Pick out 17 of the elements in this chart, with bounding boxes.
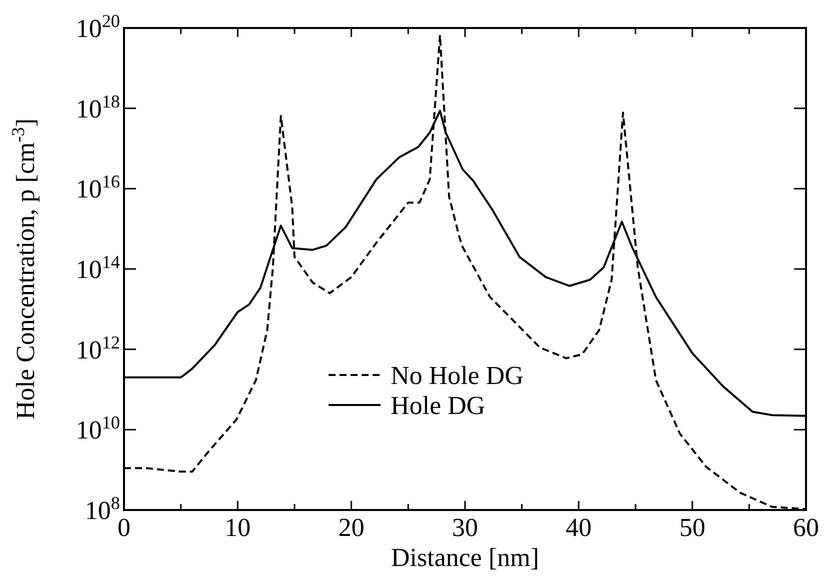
x-tick-label: 10 [224, 513, 251, 542]
y-tick-label: 10$^{12}$ [76, 332, 120, 364]
x-tick-label: 20 [338, 513, 364, 542]
x-tick-label: 40 [566, 513, 592, 542]
y-tick-label: 10$^{18}$ [76, 91, 120, 124]
y-tick-label: 10$^{20}$ [76, 11, 120, 43]
y-tick-label: 10$^{16}$ [76, 172, 120, 204]
y-tick-label: 10$^{8}$ [84, 493, 120, 525]
legend-label: No Hole DG [390, 361, 524, 390]
x-axis-title: Distance [nm] [390, 543, 540, 572]
x-tick-label: 30 [452, 513, 478, 542]
y-tick-label: 10$^{10}$ [76, 412, 120, 445]
x-tick-label: 60 [793, 513, 819, 542]
x-tick-label: 0 [118, 513, 130, 542]
x-tick-label: 50 [679, 513, 706, 542]
y-tick-label: 10$^{14}$ [76, 252, 120, 284]
legend-label: Hole DG [390, 391, 486, 420]
